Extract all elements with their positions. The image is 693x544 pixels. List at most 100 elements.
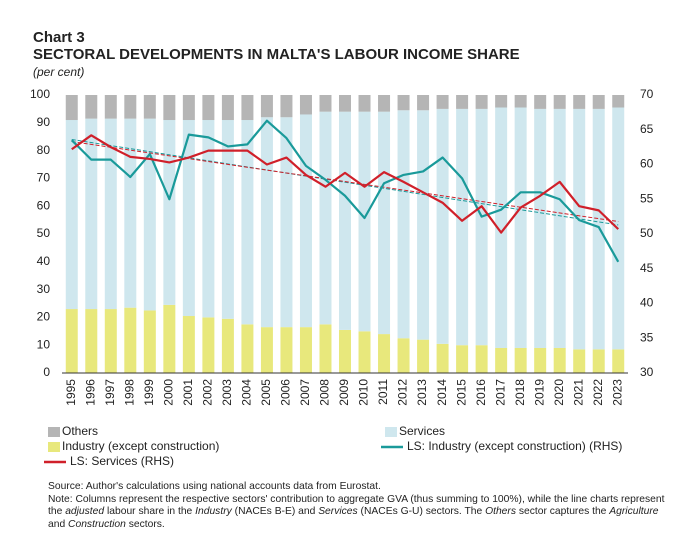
x-tick-label: 2003 <box>220 379 234 406</box>
bar <box>319 324 332 373</box>
note-text: labour share in the <box>104 506 196 518</box>
legend-label: LS: Industry (except construction) (RHS) <box>407 439 622 453</box>
bar <box>358 331 371 373</box>
bar <box>534 95 547 109</box>
bar <box>495 347 508 373</box>
bar <box>85 309 98 373</box>
legend-label: Others <box>62 424 98 438</box>
x-tick-label: 2023 <box>610 379 624 406</box>
legend-swatch <box>385 427 397 437</box>
line <box>71 134 620 234</box>
y-tick-label: 80 <box>37 143 51 157</box>
chart-title: SECTORAL DEVELOPMENTS IN MALTA'S LABOUR … <box>33 46 520 63</box>
bar <box>339 95 351 112</box>
bar <box>573 95 586 109</box>
bar <box>495 95 508 108</box>
bar <box>104 118 117 310</box>
bar <box>358 95 371 112</box>
legend-swatch <box>48 442 60 452</box>
bar <box>553 95 566 109</box>
bar <box>182 316 195 373</box>
bar <box>182 95 195 121</box>
x-tick-label: 2014 <box>435 379 449 406</box>
note-text: and <box>48 518 69 530</box>
y2-tick-label: 70 <box>640 87 654 101</box>
y2-tick-label: 60 <box>640 157 654 171</box>
y-tick-label: 20 <box>37 310 51 324</box>
bar <box>514 95 527 108</box>
bar <box>417 95 430 111</box>
x-tick-label: 2010 <box>357 379 371 406</box>
chart-subtitle: (per cent) <box>33 65 84 79</box>
note: Note: Columns represent the respective s… <box>48 494 673 532</box>
bar <box>280 95 293 118</box>
bar <box>163 304 176 373</box>
x-tick-label: 1997 <box>103 379 117 406</box>
x-tick-label: 1999 <box>142 379 156 406</box>
bar <box>475 95 488 109</box>
y2-tick-label: 45 <box>640 261 654 275</box>
bar <box>104 309 117 373</box>
bar <box>456 95 469 109</box>
x-tick-label: 2018 <box>513 379 527 406</box>
note-text: Note: Columns represent the respective s… <box>48 493 665 518</box>
bar <box>163 95 176 121</box>
bar <box>260 117 273 328</box>
bar <box>592 349 605 373</box>
x-tick-label: 2000 <box>162 379 176 406</box>
x-tick-label: 2015 <box>454 379 468 406</box>
legend-label: Industry (except construction) <box>62 439 219 453</box>
bar <box>358 111 371 332</box>
y2-tick-label: 55 <box>640 191 654 205</box>
bar <box>104 95 117 119</box>
chart: Chart 3 SECTORAL DEVELOPMENTS IN MALTA'S… <box>30 29 654 468</box>
x-tick-label: 1996 <box>83 379 97 406</box>
chart-number: Chart 3 <box>33 29 85 46</box>
bar <box>397 110 410 339</box>
bar <box>592 95 605 109</box>
bar <box>280 327 293 373</box>
trend-line <box>71 138 619 226</box>
bar <box>124 307 137 373</box>
bar <box>65 95 78 121</box>
bar <box>397 95 410 111</box>
line <box>70 119 620 263</box>
bar <box>378 111 391 335</box>
x-tick-label: 2016 <box>474 379 488 406</box>
bar <box>573 349 586 373</box>
bar <box>514 107 527 348</box>
bar <box>475 345 488 373</box>
x-tick-label: 2009 <box>337 379 351 406</box>
bar <box>202 120 215 318</box>
x-tick-label: 2006 <box>279 379 293 406</box>
bar <box>436 95 449 109</box>
bar <box>436 108 449 344</box>
y-tick-label: 90 <box>37 115 51 129</box>
bar <box>124 95 137 119</box>
bar <box>534 347 547 373</box>
note-text: (NACEs G-U) sectors. The <box>357 506 486 518</box>
bar <box>143 310 156 373</box>
trend-line <box>71 141 619 222</box>
bar <box>299 327 312 373</box>
x-tick-label: 2012 <box>396 379 410 406</box>
x-tick-label: 1995 <box>64 379 78 406</box>
y-tick-label: 70 <box>37 171 51 185</box>
x-tick-label: 2022 <box>591 379 605 406</box>
bar <box>182 120 195 317</box>
bar <box>299 95 312 115</box>
bar <box>221 95 234 121</box>
y-tick-label: 0 <box>43 365 50 379</box>
bar <box>241 120 254 325</box>
note-text: Others <box>485 506 516 518</box>
note-text: sector captures the <box>515 506 610 518</box>
x-tick-label: 2011 <box>376 379 390 405</box>
y2-tick-label: 40 <box>640 296 654 310</box>
note-text: adjusted <box>65 506 105 518</box>
y2-tick-label: 30 <box>640 365 654 379</box>
bar <box>553 347 566 373</box>
legend-label: Services <box>399 424 445 438</box>
bar <box>299 114 312 328</box>
bar <box>241 324 254 373</box>
